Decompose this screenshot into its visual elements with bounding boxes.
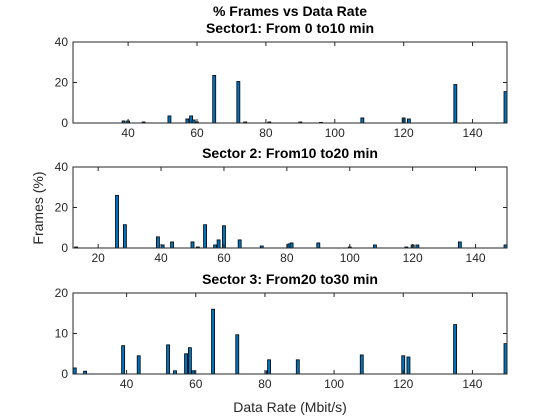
subplot-3-bar (295, 359, 300, 375)
y-tick-label: 0 (61, 116, 68, 130)
subplot-2-bar (190, 241, 195, 249)
subplot-3-bar (187, 347, 192, 375)
subplot-2-axes-box (72, 166, 508, 249)
x-tick-label: 40 (154, 251, 168, 265)
x-tick-label: 60 (190, 126, 204, 140)
subplot-2: Sector 2: From10 to20 min 20 40 60 80 100 120… (55, 145, 508, 265)
x-tick-label: 80 (280, 251, 294, 265)
subplot-3-bar (121, 345, 126, 375)
subplot-3-bar (267, 359, 271, 375)
subplot-1: Sector1: From 0 to10 min 40 60 80 100 120 140… (55, 20, 508, 140)
subplot-1-bar (360, 117, 365, 124)
x-tick-label: 40 (120, 377, 134, 391)
subplot-1-bar (236, 81, 241, 124)
subplot-1-bar (212, 75, 217, 124)
x-axis-label: Data Rate (Mbit/s) (233, 399, 347, 415)
subplot-1-bar (453, 84, 458, 124)
y-tick-label: 20 (55, 201, 69, 215)
y-tick-label: 20 (55, 286, 69, 300)
subplot-1-bar (167, 115, 172, 124)
subplot-2-bar (203, 224, 207, 249)
subplot-2-ticks: 20 40 60 80 100 120 140 0 20 40 (55, 160, 507, 265)
subplot-2-bar (237, 239, 242, 249)
subplot-2-bar (115, 194, 119, 249)
subplot-1-bar (406, 118, 411, 124)
subplot-3-bar (166, 344, 171, 375)
subplot-2-bar (216, 239, 221, 249)
x-tick-label: 80 (259, 126, 273, 140)
subplot-2-bar (289, 242, 294, 249)
subplot-1-bars (121, 75, 508, 124)
subplot-3: Sector 3: From20 to30 min 40 60 80 100 120 14… (55, 271, 508, 391)
x-tick-label: 100 (324, 377, 344, 391)
x-tick-label: 80 (258, 377, 272, 391)
subplot-3-title: Sector 3: From20 to30 min (202, 271, 378, 287)
subplot-3-bar (235, 334, 240, 375)
x-tick-label: 140 (462, 377, 482, 391)
y-tick-label: 10 (55, 327, 69, 341)
subplot-1-bar (185, 118, 190, 124)
y-tick-label: 0 (61, 241, 68, 255)
subplot-1-title: Sector1: From 0 to10 min (206, 20, 374, 36)
subplot-3-bar (359, 354, 364, 375)
x-tick-label: 120 (403, 251, 423, 265)
y-tick-label: 20 (55, 76, 69, 90)
x-tick-label: 60 (217, 251, 231, 265)
x-tick-label: 60 (189, 377, 203, 391)
x-tick-label: 140 (466, 251, 486, 265)
x-tick-label: 120 (394, 126, 414, 140)
y-tick-label: 0 (61, 367, 68, 381)
subplot-3-bars (72, 308, 508, 375)
y-tick-label: 40 (55, 35, 69, 49)
subplot-3-bar (136, 355, 141, 375)
subplot-2-bars (74, 194, 508, 249)
x-tick-label: 100 (325, 126, 345, 140)
subplot-1-axes-box (72, 41, 508, 124)
subplot-3-bar (406, 356, 411, 375)
subplot-3-bar (72, 367, 77, 375)
subplot-2-bar (156, 236, 160, 249)
subplot-2-bar (122, 224, 127, 249)
subplot-2-bar (457, 241, 462, 249)
x-tick-label: 100 (340, 251, 360, 265)
subplot-2-bar (316, 242, 321, 249)
x-tick-label: 40 (121, 126, 135, 140)
x-tick-label: 140 (463, 126, 483, 140)
subplot-3-bar (453, 324, 458, 375)
x-tick-label: 120 (393, 377, 413, 391)
subplot-1-ticks: 40 60 80 100 120 140 0 20 40 (55, 35, 507, 140)
y-tick-label: 40 (55, 160, 69, 174)
subplot-2-title: Sector 2: From10 to20 min (202, 145, 378, 161)
subplot-3-ticks: 40 60 80 100 120 140 0 10 20 (55, 286, 507, 391)
subplot-2-bar (170, 241, 174, 249)
figure-title: % Frames vs Data Rate (213, 3, 367, 19)
subplot-3-bar (184, 353, 188, 375)
subplot-3-bar (211, 308, 215, 375)
y-axis-label: Frames (%) (30, 171, 46, 244)
x-tick-label: 20 (91, 251, 105, 265)
